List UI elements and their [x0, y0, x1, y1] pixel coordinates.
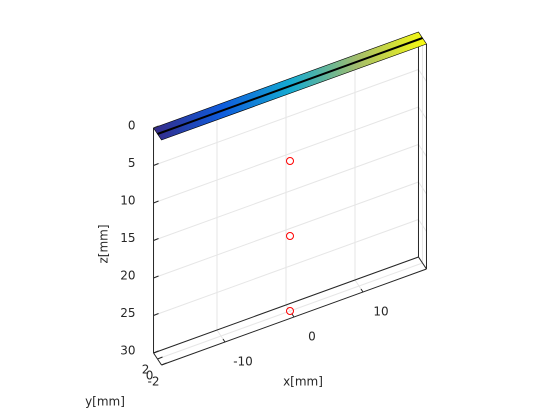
data-point: [286, 307, 294, 315]
data-point: [286, 232, 294, 240]
z-tick: [153, 125, 159, 129]
grid-line: [153, 144, 419, 241]
x-tick-label: 0: [308, 330, 316, 344]
z-tick: [153, 275, 159, 279]
z-tick: [153, 350, 159, 354]
z-tick-label: 15: [120, 231, 135, 245]
y-tick-label: -2: [148, 375, 160, 389]
y-tick: [157, 356, 163, 360]
data-point: [286, 157, 294, 165]
x-tick: [291, 313, 295, 318]
z-tick: [153, 200, 159, 204]
surface-line: [157, 37, 423, 135]
z-tick-label: 5: [128, 156, 136, 170]
x-tick: [360, 288, 364, 293]
z-tick-label: 20: [120, 269, 135, 283]
x-tick-label: -10: [233, 355, 253, 369]
grid-line: [157, 262, 423, 360]
z-tick: [153, 163, 159, 166]
y-tick: [161, 362, 167, 366]
z-tick-label: 10: [120, 194, 135, 208]
grid-line: [153, 69, 419, 166]
z-tick-label: 0: [128, 119, 136, 133]
x-axis-label: x[mm]: [283, 375, 323, 389]
box-edge: [153, 256, 419, 354]
z-tick: [153, 313, 159, 316]
z-tick: [153, 238, 159, 241]
z-tick-label: 30: [120, 344, 135, 358]
grid-line: [153, 181, 419, 279]
box-edge: [418, 256, 427, 270]
z-axis-label: z[mm]: [97, 224, 111, 263]
y-axis-label: y[mm]: [85, 395, 125, 409]
grid-line: [153, 106, 419, 204]
grid-line: [153, 219, 419, 316]
x-tick: [222, 338, 226, 343]
x-tick-label: 10: [373, 305, 388, 319]
y-tick-label: 0: [146, 369, 154, 383]
z-tick-label: 25: [120, 306, 135, 320]
y-tick-label: 2: [142, 363, 150, 377]
